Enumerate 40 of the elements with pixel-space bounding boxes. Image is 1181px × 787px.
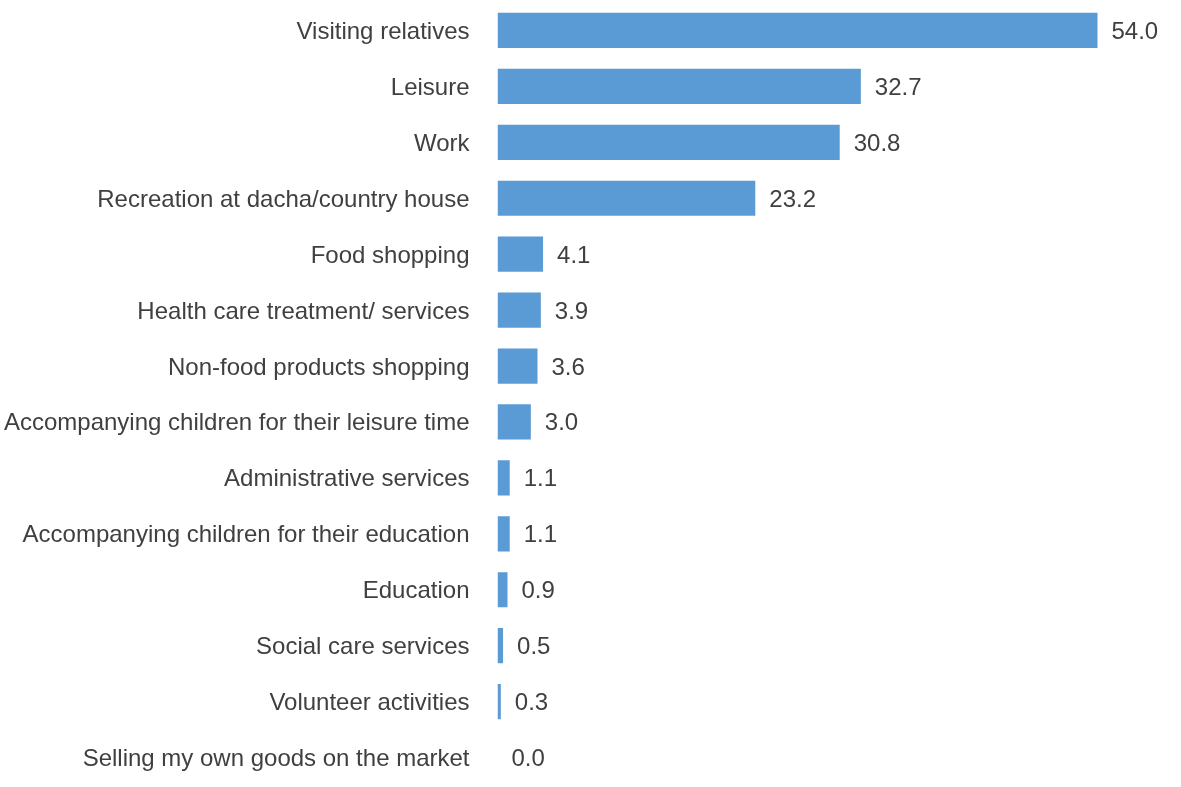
data-label: 3.6 <box>551 352 585 380</box>
data-label: 0.9 <box>521 576 555 604</box>
data-label: 1.1 <box>523 520 558 548</box>
data-label: 30.8 <box>853 128 901 156</box>
y-tick-label: Accompanying children for their education <box>22 520 470 548</box>
data-label: 0.5 <box>517 632 551 660</box>
y-tick-label: Administrative services <box>224 464 470 492</box>
bar <box>497 460 510 496</box>
y-tick-label: Volunteer activities <box>269 688 470 716</box>
bar <box>497 404 531 440</box>
data-label: 32.7 <box>874 72 922 100</box>
y-tick-label: Accompanying children for their leisure time <box>3 408 470 436</box>
bar <box>497 68 861 105</box>
bar <box>497 683 501 720</box>
bar <box>497 572 508 608</box>
bar <box>497 516 510 552</box>
bar <box>497 236 544 272</box>
y-tick-label: Food shopping <box>310 240 470 268</box>
y-tick-label: Leisure <box>390 72 470 100</box>
data-label: 0.3 <box>514 688 549 716</box>
data-label: 54.0 <box>1111 16 1159 44</box>
y-tick-label: Education <box>362 576 470 604</box>
bar <box>497 348 538 384</box>
data-label: 3.0 <box>544 408 579 436</box>
bar <box>497 292 541 328</box>
data-label: 3.9 <box>554 296 589 324</box>
y-tick-label: Work <box>413 128 471 156</box>
y-tick-label: Health care treatment/ services <box>137 296 470 324</box>
data-label: 0.0 <box>511 744 545 772</box>
data-label: 4.1 <box>557 240 591 268</box>
y-tick-label: Non-food products shopping <box>167 352 470 380</box>
y-tick-label: Selling my own goods on the market <box>82 744 470 772</box>
data-label: 23.2 <box>769 184 816 212</box>
y-tick-label: Social care services <box>256 632 470 660</box>
bar <box>497 180 756 216</box>
y-tick-label: Recreation at dacha/country house <box>97 184 470 212</box>
bar <box>497 124 840 160</box>
bar <box>497 12 1098 49</box>
y-tick-label: Visiting relatives <box>296 16 470 44</box>
data-label: 1.1 <box>523 464 558 492</box>
